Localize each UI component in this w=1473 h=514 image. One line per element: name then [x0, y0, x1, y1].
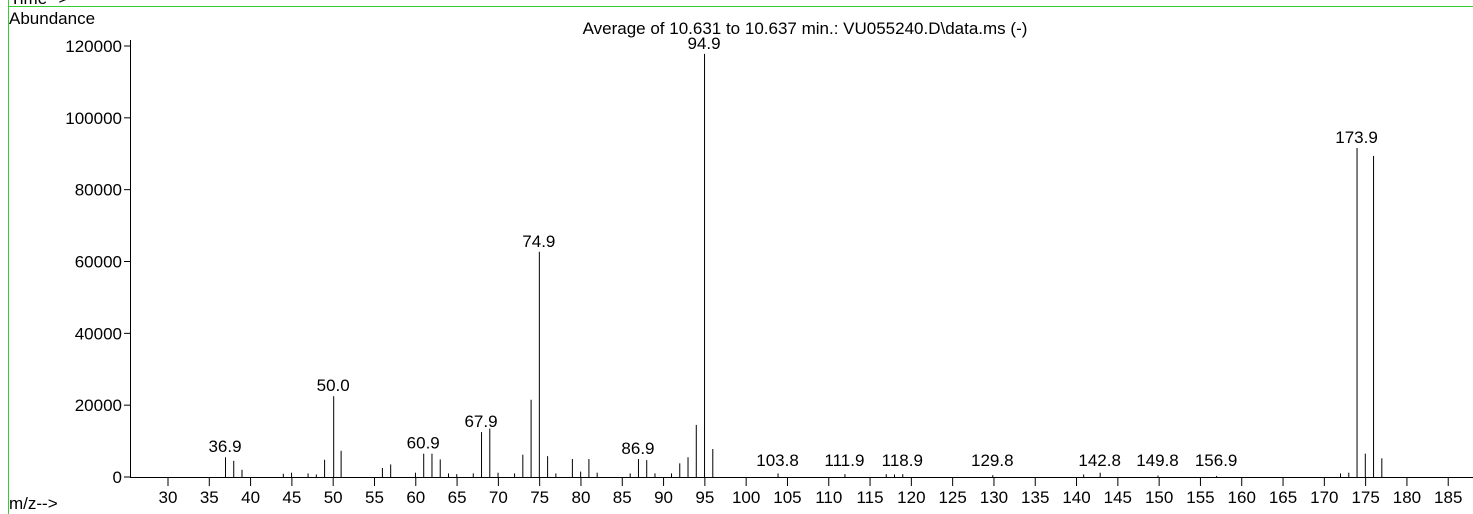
peak-label: 74.9 [522, 232, 555, 251]
peak-label: 156.9 [1195, 451, 1238, 470]
peak-label: 103.8 [756, 451, 799, 470]
y-tick-label: 120000 [65, 37, 122, 56]
y-tick-label: 40000 [75, 324, 122, 343]
x-tick-label: 150 [1145, 488, 1173, 507]
x-tick-label: 75 [530, 488, 549, 507]
x-tick-label: 160 [1228, 488, 1256, 507]
x-tick-label: 80 [572, 488, 591, 507]
peak-label: 173.9 [1335, 128, 1378, 147]
x-tick-label: 105 [773, 488, 801, 507]
y-tick-label: 20000 [75, 396, 122, 415]
peak-label: 94.9 [687, 34, 720, 53]
x-tick-label: 60 [406, 488, 425, 507]
x-tick-label: 85 [613, 488, 632, 507]
x-tick-label: 35 [200, 488, 219, 507]
peak-label: 129.8 [971, 451, 1014, 470]
x-axis-label: m/z--> [9, 494, 58, 513]
x-tick-label: 55 [365, 488, 384, 507]
x-tick-label: 115 [856, 488, 883, 507]
x-tick-label: 120 [897, 488, 925, 507]
peak-label: 149.8 [1136, 451, 1179, 470]
x-tick-label: 110 [815, 488, 842, 507]
x-tick-label: 130 [980, 488, 1008, 507]
peak-label: 67.9 [464, 412, 497, 431]
y-tick-label: 0 [113, 468, 122, 487]
x-tick-label: 95 [695, 488, 714, 507]
header: Time--> [10, 0, 68, 8]
x-tick-label: 140 [1062, 488, 1090, 507]
x-tick-label: 70 [489, 488, 508, 507]
peak-label: 142.8 [1078, 451, 1121, 470]
x-tick-label: 155 [1186, 488, 1214, 507]
x-tick-label: 100 [732, 488, 760, 507]
x-tick-label: 175 [1351, 488, 1379, 507]
peak-label: 50.0 [317, 376, 350, 395]
y-axis-label: Abundance [9, 9, 95, 28]
x-tick-label: 65 [448, 488, 467, 507]
x-tick-label: 50 [324, 488, 343, 507]
x-tick-label: 145 [1104, 488, 1132, 507]
x-tick-label: 180 [1393, 488, 1421, 507]
peak-label: 36.9 [208, 437, 241, 456]
peak-label: 60.9 [407, 434, 440, 453]
peak-label: 86.9 [621, 439, 654, 458]
y-tick-label: 80000 [75, 181, 122, 200]
x-tick-label: 90 [654, 488, 673, 507]
x-tick-label: 185 [1434, 488, 1462, 507]
x-tick-label: 125 [938, 488, 966, 507]
x-tick-label: 40 [241, 488, 260, 507]
x-tick-label: 170 [1310, 488, 1338, 507]
y-tick-label: 60000 [75, 253, 122, 272]
peak-label: 118.9 [882, 451, 923, 470]
chart-title: Average of 10.631 to 10.637 min.: VU0552… [583, 19, 1028, 38]
x-tick-label: 165 [1269, 488, 1297, 507]
peak-label: 111.9 [824, 451, 864, 470]
y-tick-label: 100000 [65, 109, 122, 128]
x-tick-label: 135 [1021, 488, 1049, 507]
x-tick-label: 45 [282, 488, 301, 507]
x-tick-label: 30 [159, 488, 178, 507]
